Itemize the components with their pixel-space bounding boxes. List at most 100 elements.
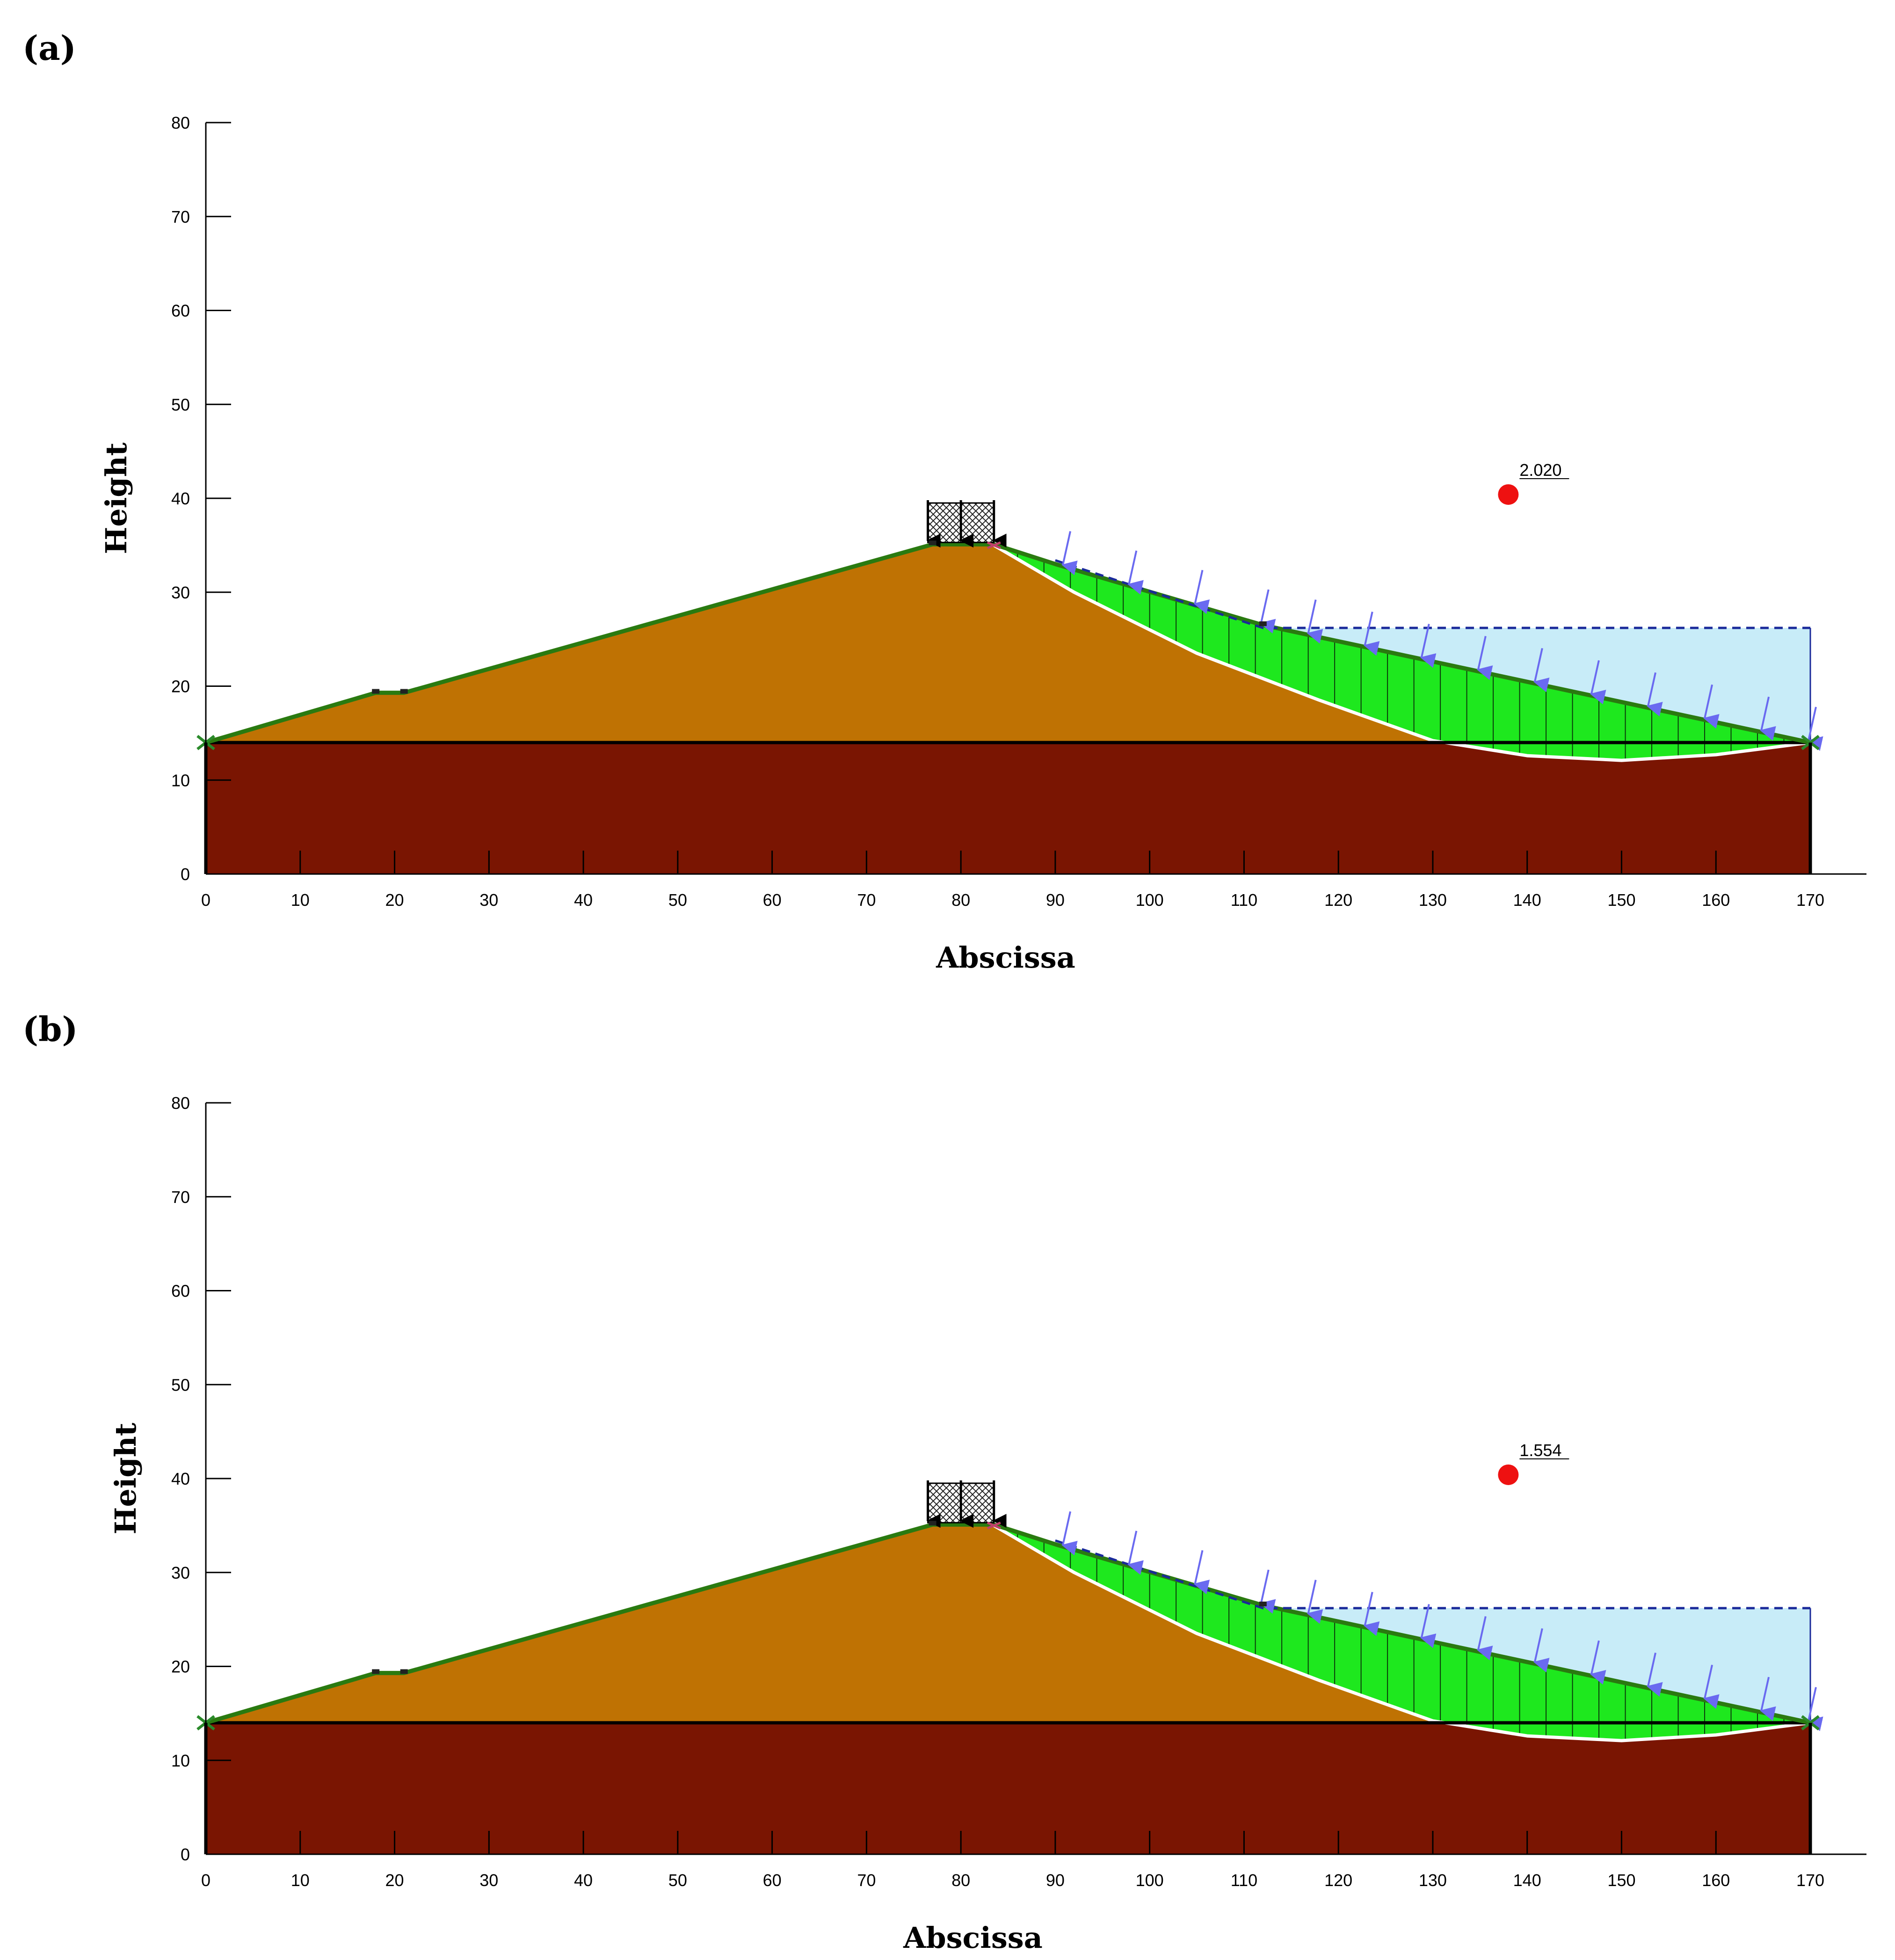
profile-node <box>1259 621 1267 627</box>
slope-stability-plot: 0 10 20 30 40 50 60 70 80 0 10 20 30 40 50 60 70 80 90 100 1… <box>109 1093 1866 1955</box>
critical-center-point <box>1498 1464 1519 1485</box>
slip-surface <box>993 1524 1811 1742</box>
sliding-mass <box>994 544 1810 761</box>
x-tick-label: 130 <box>1419 1871 1447 1890</box>
x-tick-label: 160 <box>1702 1871 1730 1890</box>
y-tick-label: 60 <box>171 1282 190 1301</box>
x-tick-label: 120 <box>1324 890 1352 910</box>
slip-entry-marker <box>987 1522 1001 1530</box>
y-tick-label: 40 <box>171 489 190 508</box>
water-pressure-arrow <box>1193 570 1210 614</box>
water-pressure-arrow <box>1420 624 1437 668</box>
x-tick-label: 140 <box>1513 1871 1541 1890</box>
water-pressure-arrow <box>1307 1580 1323 1624</box>
y-tick-label: 60 <box>171 301 190 321</box>
factor-of-safety-label: 1.554 <box>1519 1441 1561 1460</box>
water-pressure-arrow <box>1759 1676 1776 1721</box>
water-pressure-arrow <box>1363 1592 1380 1636</box>
foundation-layer <box>206 742 1810 874</box>
x-tick-label: 60 <box>763 890 782 910</box>
x-tick-label: 90 <box>1046 890 1065 910</box>
y-tick-label: 30 <box>171 1563 190 1582</box>
x-tick-label: 110 <box>1231 1871 1257 1890</box>
y-axis-title: Height <box>109 1422 143 1534</box>
x-axis-title: Abscissa <box>903 1921 1043 1955</box>
profile-node <box>929 540 937 546</box>
y-tick-label: 20 <box>171 677 190 696</box>
x-tick-label: 20 <box>385 1871 404 1890</box>
water-pressure-arrow <box>1759 696 1776 741</box>
profile-node <box>1259 1602 1267 1607</box>
y-tick-label: 70 <box>171 207 190 226</box>
profile-node <box>400 689 408 694</box>
water-pressure-arrow <box>1363 612 1380 656</box>
profile-node <box>372 1669 380 1674</box>
x-tick-label: 90 <box>1046 1871 1065 1890</box>
water-body <box>1263 627 1810 743</box>
profile-node <box>929 1521 937 1526</box>
y-tick-label: 10 <box>171 1751 190 1770</box>
x-tick-label: 170 <box>1796 890 1824 910</box>
y-tick-label: 10 <box>171 771 190 790</box>
y-tick-label: 0 <box>181 1845 190 1864</box>
y-tick-label: 80 <box>171 1093 190 1113</box>
x-tick-label: 60 <box>763 1871 782 1890</box>
x-axis-title: Abscissa <box>936 940 1075 975</box>
water-pressure-arrow <box>1061 1511 1078 1556</box>
y-axis-title: Height <box>99 442 133 554</box>
x-tick-label: 30 <box>479 1871 498 1890</box>
panel-label: (b) <box>22 1009 78 1049</box>
x-tick-label: 70 <box>857 1871 876 1890</box>
x-tick-label: 150 <box>1607 1871 1635 1890</box>
x-tick-label: 110 <box>1231 890 1257 910</box>
x-tick-label: 70 <box>857 890 876 910</box>
x-tick-label: 40 <box>574 890 593 910</box>
profile-node <box>372 689 380 694</box>
critical-center-point <box>1498 484 1519 505</box>
x-tick-label: 170 <box>1796 1871 1824 1890</box>
x-tick-label: 160 <box>1702 890 1730 910</box>
x-tick-label: 50 <box>668 1871 687 1890</box>
y-tick-label: 0 <box>181 865 190 884</box>
water-pressure-arrow <box>1193 1550 1210 1595</box>
water-pressure-arrow <box>1533 648 1550 692</box>
water-pressure-arrow <box>1590 1640 1606 1685</box>
water-pressure-arrow <box>1533 1628 1550 1673</box>
water-pressure-arrow <box>1127 550 1144 595</box>
x-tick-label: 130 <box>1419 890 1447 910</box>
water-pressure-arrow <box>1259 589 1276 634</box>
y-tick-label: 20 <box>171 1657 190 1676</box>
water-pressure-arrow <box>1476 1616 1493 1661</box>
factor-of-safety-label: 2.020 <box>1519 460 1561 480</box>
x-tick-label: 100 <box>1136 1871 1164 1890</box>
water-pressure-arrow <box>1307 599 1323 644</box>
water-body <box>1263 1607 1810 1723</box>
panel-label: (a) <box>22 28 76 68</box>
x-tick-label: 80 <box>951 1871 970 1890</box>
y-tick-label: 50 <box>171 1375 190 1394</box>
slope-stability-plot: 0 10 20 30 40 50 60 70 80 0 10 20 30 40 50 60 70 80 90 100 1… <box>99 113 1866 975</box>
x-tick-label: 0 <box>201 1871 211 1890</box>
x-tick-label: 10 <box>291 1871 310 1890</box>
x-tick-label: 20 <box>385 890 404 910</box>
panel-a: (a) 0 10 20 30 40 50 60 70 80 0 10 20 30 40 50 60 70 80 90… <box>22 28 1866 975</box>
slip-surface <box>993 544 1811 762</box>
slip-entry-marker <box>987 541 1001 549</box>
water-pressure-arrow <box>1646 672 1663 717</box>
x-tick-label: 120 <box>1324 1871 1352 1890</box>
water-pressure-arrow <box>1127 1530 1144 1575</box>
profile-node <box>400 1669 408 1674</box>
x-tick-label: 50 <box>668 890 687 910</box>
x-tick-label: 80 <box>951 890 970 910</box>
y-tick-label: 50 <box>171 395 190 414</box>
x-tick-label: 100 <box>1136 890 1164 910</box>
y-tick-label: 40 <box>171 1469 190 1488</box>
water-pressure-arrow <box>1807 1687 1823 1731</box>
water-pressure-arrow <box>1807 707 1823 751</box>
x-tick-label: 40 <box>574 1871 593 1890</box>
x-tick-label: 10 <box>291 890 310 910</box>
y-tick-label: 70 <box>171 1188 190 1207</box>
panel-b: (b) 0 10 20 30 40 50 60 70 80 0 10 20 30 40 50 60 70 80 90… <box>0 980 1895 1960</box>
water-pressure-arrow <box>1061 531 1078 576</box>
foundation-layer <box>206 1722 1810 1854</box>
